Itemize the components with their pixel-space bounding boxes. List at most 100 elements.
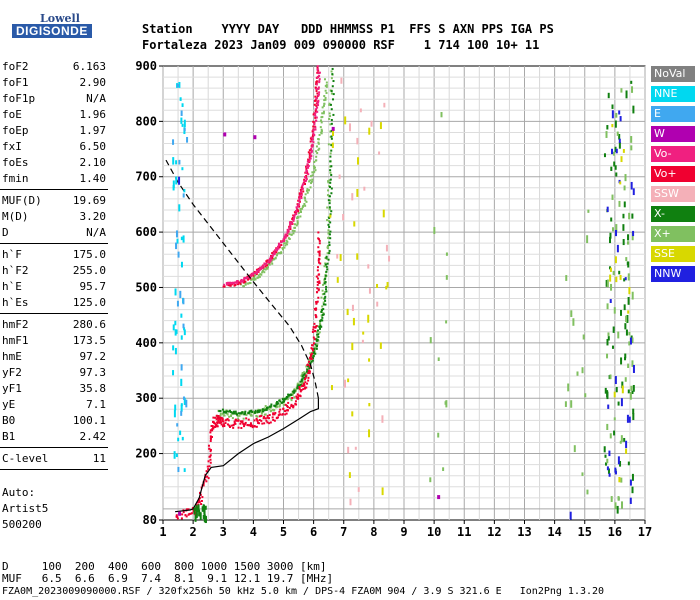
o-plus-trace-point xyxy=(305,386,308,389)
x-plus-trace-point xyxy=(304,193,307,196)
o-minus-trace-point xyxy=(278,242,281,245)
o-plus-trace-point xyxy=(217,415,220,418)
ssw-echo xyxy=(356,137,359,145)
sse-echo xyxy=(379,122,382,130)
o-minus-trace-point xyxy=(303,180,306,183)
x-plus-echo xyxy=(627,363,630,368)
x-plus-trace-point xyxy=(257,274,260,277)
y-tick-label: 600 xyxy=(135,225,157,239)
o-plus-trace-point xyxy=(209,448,212,451)
x-plus-echo xyxy=(586,489,589,495)
o-plus-trace-point xyxy=(211,429,214,432)
x-minus-trace-point xyxy=(265,408,268,411)
ssw-echo xyxy=(363,186,366,191)
o-plus-trace-point xyxy=(230,424,233,427)
x-plus-trace-point xyxy=(309,352,312,355)
ssw-echo xyxy=(388,255,391,262)
x-plus-echo xyxy=(437,357,440,361)
x-minus-trace-point xyxy=(256,409,259,412)
x-minus-trace-point xyxy=(323,292,326,295)
o-plus-trace-point xyxy=(316,71,319,74)
x-plus-trace-point xyxy=(299,209,302,212)
o-plus-trace-point xyxy=(216,425,219,428)
o-minus-trace-point xyxy=(318,74,321,77)
param-b0: B0 100.1 xyxy=(2,414,106,427)
x-plus-trace-point xyxy=(312,165,315,168)
param-name: foEs xyxy=(2,156,29,169)
param-foes: foEs 2.10 xyxy=(2,156,106,169)
x-plus-trace-point xyxy=(309,186,312,189)
o-minus-trace-point xyxy=(223,283,226,286)
ssw-echo xyxy=(349,498,352,506)
x-plus-trace-point xyxy=(326,252,329,255)
o-plus-trace-point xyxy=(229,425,232,428)
x-plus-trace-point xyxy=(324,98,327,101)
o-minus-trace-point xyxy=(308,158,311,161)
o-plus-trace-point xyxy=(209,429,212,432)
x-plus-trace-point xyxy=(304,199,307,202)
o-minus-trace-point xyxy=(309,154,312,157)
x-minus-echo xyxy=(604,387,607,394)
sse-echo xyxy=(368,127,371,135)
o-plus-trace-point xyxy=(250,423,253,426)
x-plus-trace-point xyxy=(330,92,333,95)
x-plus-trace-point xyxy=(317,142,320,145)
x-plus-trace-point xyxy=(321,112,324,115)
param-value: 11 xyxy=(92,452,106,465)
o-minus-trace-point xyxy=(236,281,239,284)
x-minus-trace-point xyxy=(318,327,321,330)
x-tick-label: 12 xyxy=(487,525,501,539)
param-value: 100.1 xyxy=(72,414,106,427)
o-plus-trace-point xyxy=(224,422,227,425)
o-plus-trace-point xyxy=(244,280,247,283)
x-minus-echo xyxy=(204,505,207,510)
x-minus-trace-point xyxy=(317,329,320,332)
x-plus-trace-point xyxy=(325,84,328,87)
x-minus-trace-point xyxy=(331,67,334,70)
nne-echo xyxy=(172,370,175,376)
x-minus-trace-point xyxy=(328,244,331,247)
o-minus-trace-point xyxy=(283,235,286,238)
o-minus-trace-point xyxy=(318,80,321,83)
o-plus-trace-point xyxy=(307,369,310,372)
x-minus-trace-point xyxy=(233,412,236,415)
o-plus-trace-point xyxy=(247,418,250,421)
x-plus-trace-point xyxy=(270,260,273,263)
o-plus-trace-point xyxy=(305,374,308,377)
o-plus-trace-point xyxy=(306,382,309,385)
x-plus-trace-point xyxy=(264,268,267,271)
param-clevel: C-level 11 xyxy=(2,452,106,465)
w-echo xyxy=(331,126,335,131)
o-plus-trace-point xyxy=(271,252,274,255)
o-plus-trace-point xyxy=(266,416,269,419)
o-plus-trace-point xyxy=(307,158,310,161)
x-plus-echo xyxy=(612,270,615,276)
o-plus-trace-point xyxy=(299,390,302,393)
x-plus-trace-point xyxy=(284,244,287,247)
x-plus-echo xyxy=(611,194,614,200)
o-minus-trace-point xyxy=(318,78,321,81)
o-plus-trace-point xyxy=(317,259,320,262)
x-tick-label: 2 xyxy=(190,525,197,539)
param-fof2: foF2 6.163 xyxy=(2,60,106,73)
sse-echo xyxy=(362,331,365,335)
x-minus-echo xyxy=(632,105,635,114)
x-plus-echo xyxy=(630,385,633,391)
o-minus-trace-point xyxy=(317,104,320,107)
o-minus-trace-point xyxy=(276,245,279,248)
x-plus-echo xyxy=(629,391,632,400)
ionogram-plot: 1 2 3 4 5 6 7 8 9 10 11 12 13 14 15 16 17802003004005006… xyxy=(135,59,652,539)
ssw-echo xyxy=(347,446,350,454)
o-plus-trace-point xyxy=(199,493,202,496)
o-plus-trace-point xyxy=(242,423,245,426)
o-plus-trace-point xyxy=(317,277,320,280)
x-plus-trace-point xyxy=(318,147,321,150)
o-plus-trace-point xyxy=(181,513,184,516)
x-plus-trace-point xyxy=(274,257,277,260)
o-plus-trace-point xyxy=(239,420,242,423)
x-plus-trace-point xyxy=(316,151,319,154)
legend-item-vominus: Vo- xyxy=(651,146,695,162)
o-plus-trace-point xyxy=(303,178,306,181)
param-name: B1 xyxy=(2,430,16,443)
x-plus-trace-point xyxy=(320,296,323,299)
